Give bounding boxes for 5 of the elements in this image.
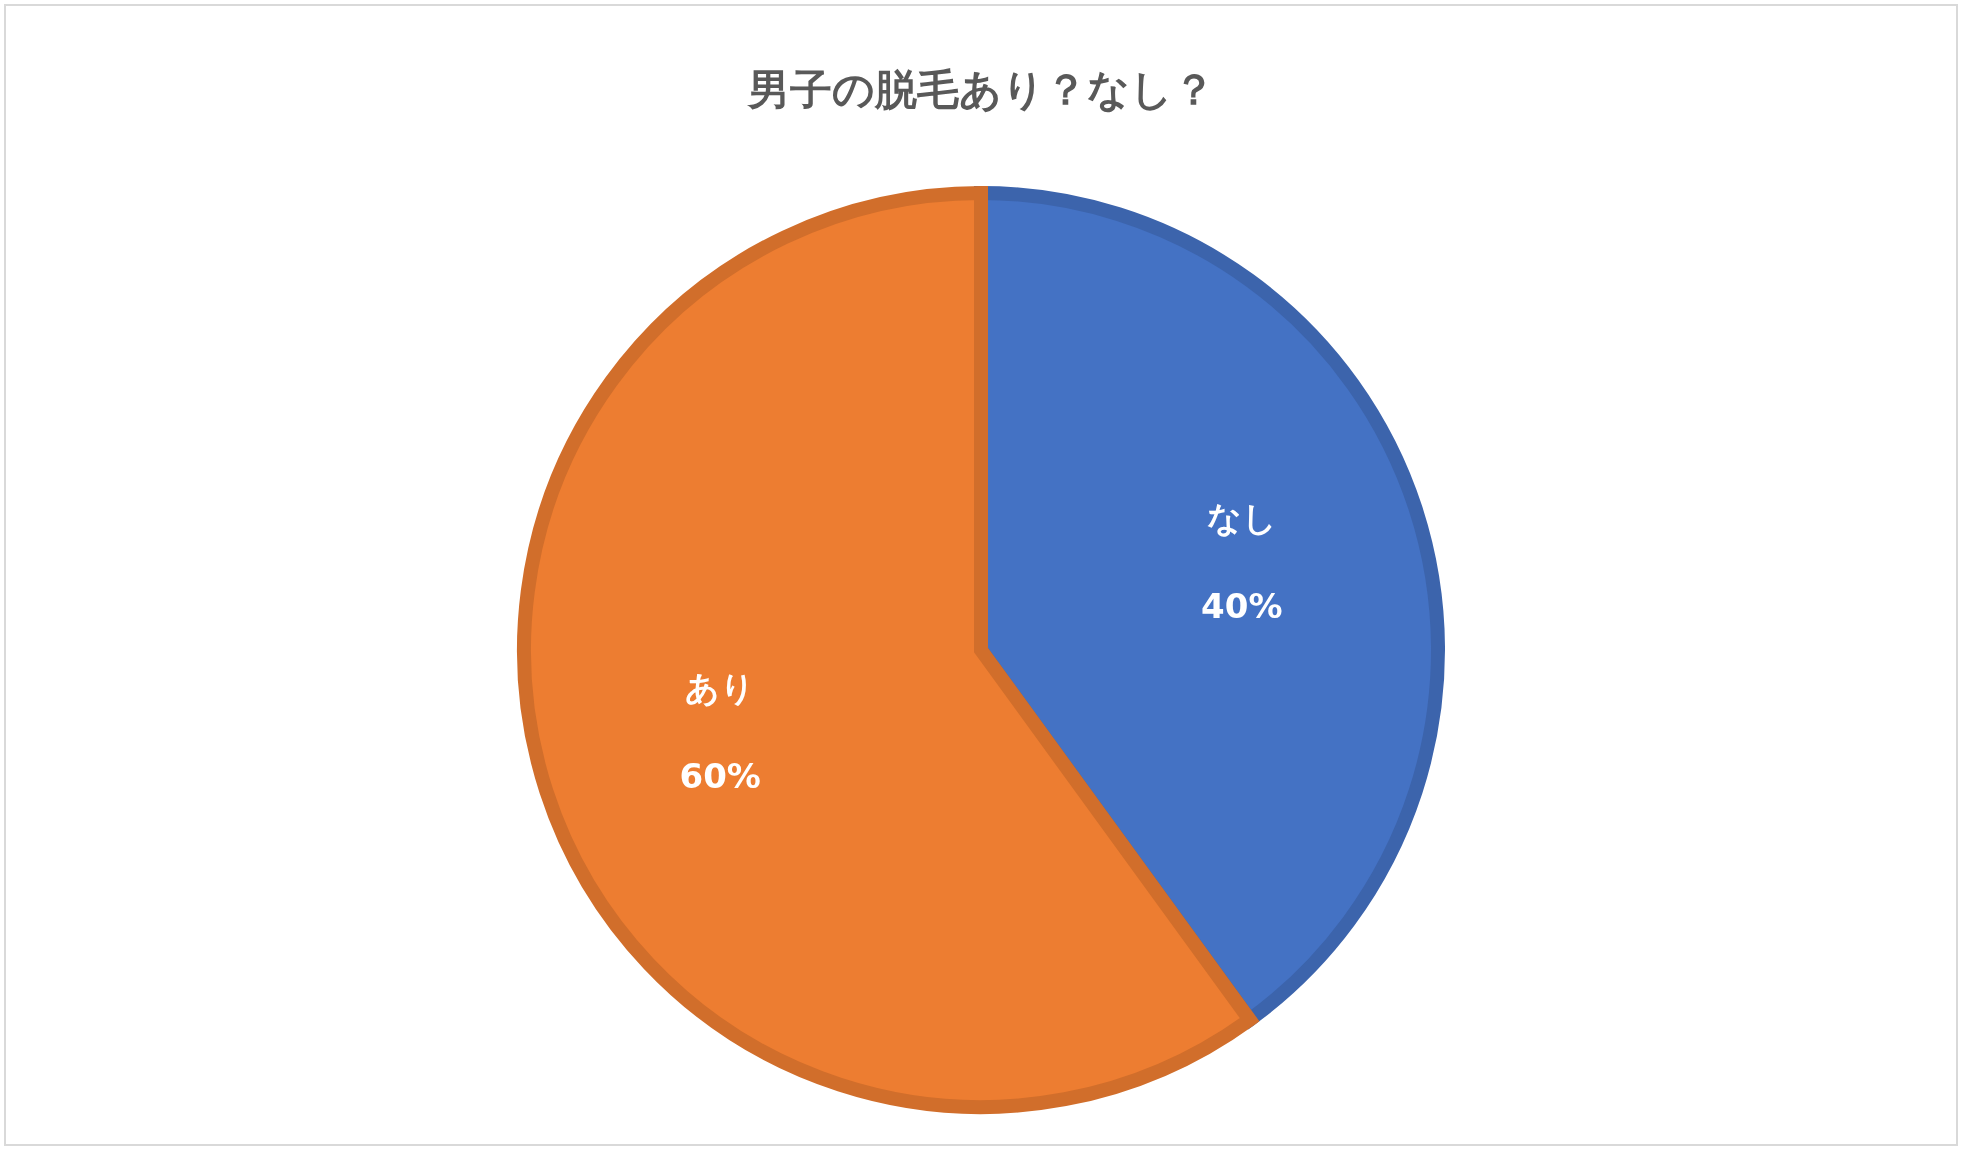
chart-title: 男子の脱毛あり？なし？ bbox=[746, 64, 1216, 116]
data-label: 60% bbox=[679, 755, 761, 796]
data-label: 40% bbox=[1201, 586, 1283, 627]
slice-label: あり bbox=[685, 667, 756, 708]
slice-label: なし bbox=[1206, 498, 1277, 539]
